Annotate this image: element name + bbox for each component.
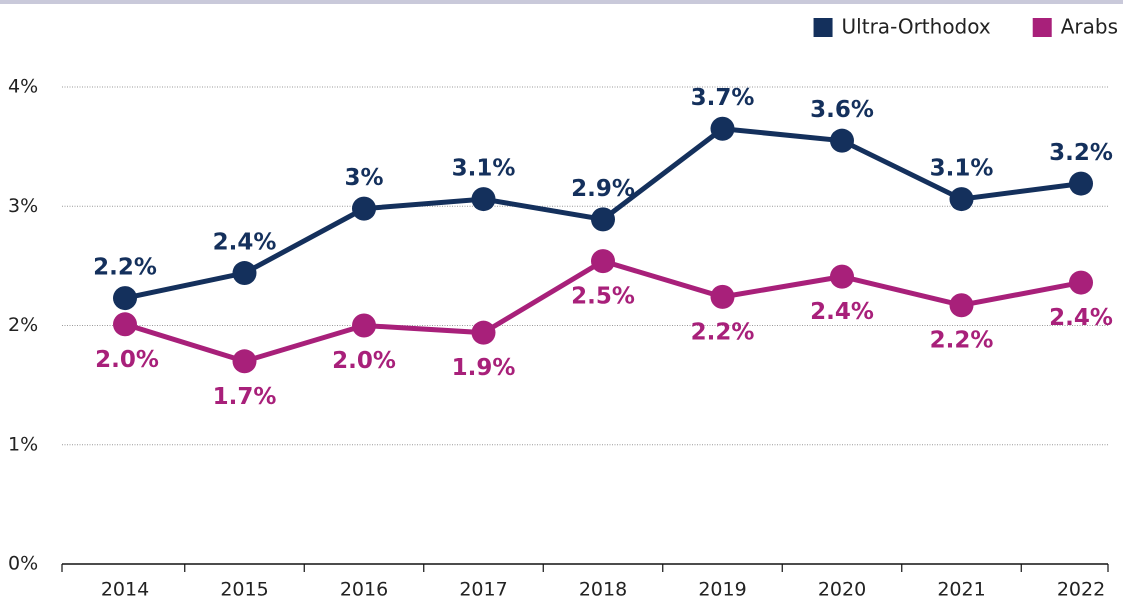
data-label: 2.4% (1049, 305, 1113, 331)
legend-swatch (813, 18, 833, 37)
data-point (591, 249, 615, 274)
y-tick-label: 2% (8, 314, 38, 336)
data-point (830, 264, 854, 289)
x-tick-label: 2018 (579, 579, 627, 601)
data-point (591, 207, 615, 232)
data-label: 3.2% (1049, 140, 1113, 166)
data-label: 3.6% (810, 97, 874, 123)
y-tick-label: 4% (8, 76, 38, 98)
data-label: 2.0% (332, 348, 396, 374)
data-point (1069, 171, 1093, 196)
data-label: 2.2% (93, 255, 157, 281)
data-point (949, 293, 974, 318)
data-label: 2.0% (95, 347, 159, 373)
x-tick-label: 2021 (937, 579, 985, 601)
data-point (232, 349, 257, 374)
data-point (949, 187, 974, 212)
data-label: 3.1% (930, 156, 994, 182)
x-tick-label: 2019 (698, 579, 746, 601)
data-point (352, 313, 376, 338)
y-tick-label: 0% (8, 553, 38, 575)
data-point (471, 187, 496, 212)
x-tick-label: 2022 (1057, 579, 1105, 601)
data-label: 2.2% (691, 319, 755, 345)
data-label: 2.5% (571, 284, 635, 310)
data-point (710, 284, 735, 309)
x-tick-label: 2016 (340, 579, 388, 601)
data-label: 2.9% (571, 176, 635, 202)
x-tick-label: 2015 (220, 579, 268, 601)
data-point (710, 116, 735, 141)
data-point (352, 196, 376, 221)
data-point (830, 128, 854, 153)
data-label: 3% (344, 165, 383, 191)
data-point (113, 286, 137, 311)
x-tick-label: 2017 (459, 579, 507, 601)
data-label: 1.9% (452, 355, 516, 381)
data-point (113, 312, 137, 337)
data-label: 3.7% (691, 85, 755, 111)
y-tick-label: 1% (8, 433, 38, 455)
legend-label: Arabs (1061, 15, 1118, 39)
data-label: 2.4% (810, 299, 874, 325)
y-tick-label: 3% (8, 195, 38, 217)
top-border (0, 0, 1123, 4)
data-label: 3.1% (452, 156, 516, 182)
data-label: 1.7% (213, 384, 277, 410)
x-tick-label: 2014 (101, 579, 149, 601)
data-point (471, 320, 496, 345)
data-label: 2.4% (213, 230, 277, 256)
data-point (1069, 270, 1093, 295)
legend-label: Ultra-Orthodox (842, 15, 991, 39)
legend-swatch (1032, 18, 1052, 37)
x-tick-label: 2020 (818, 579, 866, 601)
data-point (232, 261, 257, 286)
data-label: 2.2% (930, 328, 994, 354)
